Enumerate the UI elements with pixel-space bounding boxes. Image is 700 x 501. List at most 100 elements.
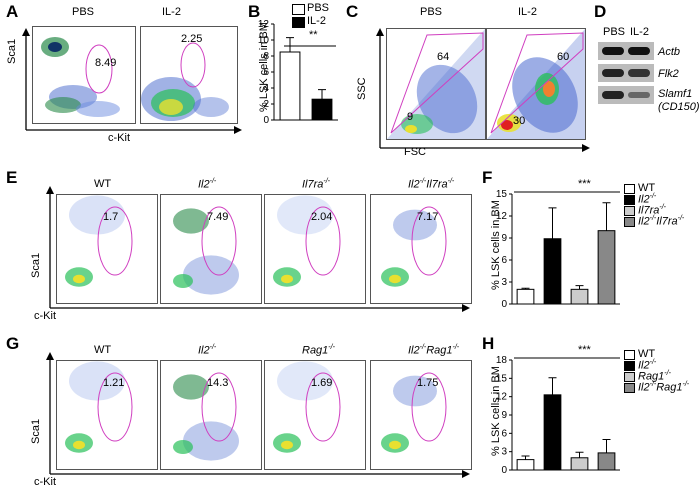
legend-label-pbs: PBS <box>307 2 330 14</box>
bar-3 <box>597 452 616 471</box>
lsk-gate <box>97 372 133 442</box>
panel-label-h: H <box>482 334 495 353</box>
y-tick-label: 3 <box>501 277 507 288</box>
bar-2 <box>570 457 589 471</box>
error-bar-2 <box>575 451 584 458</box>
blot-band-flk2 <box>598 64 654 82</box>
y-tick-label: 12 <box>496 211 508 222</box>
panel-a-xaxis: c-Kit <box>108 132 130 144</box>
gate-value-bottom: 30 <box>513 115 526 127</box>
panel-label-g: G <box>6 334 20 353</box>
panel-label-b: B <box>248 2 261 21</box>
y-tick-label: 9 <box>501 410 507 421</box>
chart-f-significance: *** <box>578 178 591 190</box>
y-tick-label: 3 <box>501 447 507 458</box>
flow-title-2: Il7ra-/- <box>302 178 331 191</box>
legend-label-3: Il2-/-Il7ra-/- <box>638 215 685 228</box>
gate-value: 14.3 <box>207 377 229 389</box>
panel-a-title-il2: IL-2 <box>162 6 181 18</box>
flow-density <box>173 372 239 461</box>
gate-value: 7.17 <box>417 211 439 223</box>
error-bar-3 <box>602 202 611 231</box>
y-tick-label: 12 <box>496 392 508 403</box>
gene-flk2: Flk2 <box>658 68 679 80</box>
panel-label-f: F <box>482 168 493 187</box>
gate-value: 2.25 <box>181 33 203 45</box>
legend-label-3: Il2-/-Rag1-/- <box>638 381 690 394</box>
flow-title-3: Il2-/-Il7ra-/- <box>408 178 455 191</box>
flow-density <box>141 42 229 121</box>
flow-plot-2: 1.69 <box>264 360 366 470</box>
flow-density <box>41 37 120 117</box>
gate-value-top: 64 <box>437 51 450 63</box>
y-tick-label: 10 <box>258 35 270 46</box>
y-tick-label: 6 <box>501 428 507 439</box>
y-tick-label: 6 <box>501 255 507 266</box>
legend-swatch-il2 <box>292 17 305 28</box>
panel-e-xaxis: c-Kit <box>34 310 56 322</box>
y-tick-label: 0 <box>263 115 269 126</box>
flow-title-0: WT <box>94 344 112 356</box>
gate-value: 7.49 <box>207 211 229 223</box>
flow-density <box>273 195 341 287</box>
lsk-gate <box>97 206 133 276</box>
y-tick-label: 15 <box>496 189 508 200</box>
panel-c-title-il2: IL-2 <box>518 6 537 18</box>
y-tick-label: 9 <box>501 233 507 244</box>
flow-title-2: Rag1-/- <box>302 344 335 357</box>
panel-label-e: E <box>6 168 18 187</box>
blot-col-il2: IL-2 <box>630 26 649 38</box>
y-tick-label: 15 <box>496 373 508 384</box>
flow-density <box>173 206 239 295</box>
bar-0 <box>516 459 535 471</box>
flow-density <box>65 361 133 453</box>
flow-plot-0: 1.7 <box>56 194 158 304</box>
flow-density <box>487 29 585 139</box>
legend-swatch-1 <box>624 361 635 371</box>
bar-1 <box>543 394 562 471</box>
gate-value: 2.04 <box>311 211 333 223</box>
flow-plot-3: 7.17 <box>370 194 472 304</box>
legend-label-2: Il7ra-/- <box>638 204 667 217</box>
error-bar-0 <box>521 287 530 290</box>
gene-actb: Actb <box>658 46 681 58</box>
gate-value: 1.69 <box>311 377 333 389</box>
legend-label-1: Il2-/- <box>638 193 657 206</box>
blot-band-actb <box>598 42 654 60</box>
panel-label-d: D <box>594 2 607 21</box>
flow-density <box>273 361 341 453</box>
y-tick-label: 8 <box>263 51 269 62</box>
legend-swatch-2 <box>624 372 635 382</box>
panel-c-flot-il2: 60 30 <box>486 28 586 140</box>
lsk-gate <box>411 372 447 442</box>
flow-title-0: WT <box>94 178 112 190</box>
gene-cd150: (CD150) <box>658 101 700 113</box>
y-tick-label: 0 <box>501 299 507 310</box>
flow-density <box>381 206 447 287</box>
flow-title-1: Il2-/- <box>198 344 217 357</box>
flow-plot-1: 14.3 <box>160 360 262 470</box>
y-tick-label: 18 <box>496 355 508 366</box>
error-bar-2 <box>575 285 584 290</box>
flow-density <box>387 29 485 139</box>
legend-label-2: Rag1-/- <box>638 370 671 383</box>
panel-a-flot-il2: 2.25 <box>140 26 238 124</box>
gate-value-top: 60 <box>557 51 570 63</box>
flow-plot-2: 2.04 <box>264 194 366 304</box>
flow-density <box>381 372 447 453</box>
panel-label-a: A <box>6 2 19 21</box>
error-bar-3 <box>602 438 611 453</box>
lsk-gate <box>305 206 341 276</box>
panel-g-xaxis: c-Kit <box>34 476 56 488</box>
y-tick-label: 6 <box>263 67 269 78</box>
legend-swatch-0 <box>624 350 635 360</box>
panel-c-flot-pbs: 64 9 <box>386 28 486 140</box>
flow-plot-0: 1.21 <box>56 360 158 470</box>
